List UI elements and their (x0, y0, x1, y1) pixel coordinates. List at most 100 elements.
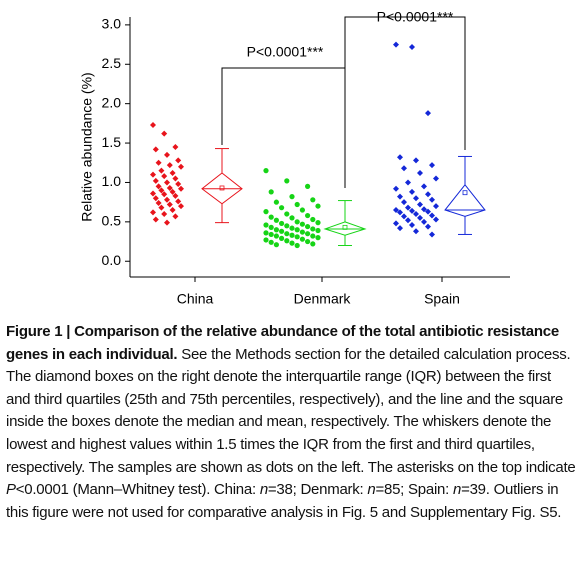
data-point (152, 216, 159, 223)
iqr-diamond (323, 221, 367, 236)
data-point (268, 189, 274, 195)
caption-run: =38; Denmark: (267, 481, 368, 499)
data-point (161, 130, 168, 137)
mean-marker (219, 185, 225, 191)
x-tick-label: Denmark (294, 291, 352, 307)
caption-run: n (452, 481, 462, 499)
data-point (158, 204, 165, 211)
chart: Relative abundance (%) P<0.0001*** P<0.0… (79, 9, 510, 307)
data-point (429, 162, 435, 169)
data-point (161, 210, 168, 217)
x-tick-label: China (177, 291, 214, 307)
data-point (169, 207, 176, 214)
data-point (401, 213, 407, 220)
data-point (284, 223, 290, 229)
data-point (164, 196, 170, 203)
data-point (305, 183, 311, 189)
data-point (409, 43, 415, 50)
data-point (169, 170, 176, 176)
data-point (299, 236, 305, 242)
caption-run: n (367, 481, 376, 499)
mean-marker (342, 224, 348, 230)
data-point (393, 220, 399, 227)
data-point (393, 41, 399, 48)
data-point (289, 240, 295, 246)
data-point (409, 207, 415, 214)
significance-label: P<0.0001*** (377, 9, 454, 25)
data-point (429, 212, 435, 219)
data-point (310, 233, 316, 239)
data-point (279, 220, 285, 227)
y-tick-label: 1.0 (102, 173, 122, 189)
data-point (425, 208, 431, 215)
data-point (268, 214, 274, 220)
data-point (294, 234, 300, 240)
data-point (417, 214, 423, 221)
data-point (166, 184, 173, 191)
data-point (294, 219, 300, 225)
data-point (315, 220, 321, 226)
data-point (397, 193, 403, 200)
data-point (305, 231, 311, 237)
data-point (299, 229, 305, 235)
caption-run: =39. Outliers in this figure were not us… (6, 481, 562, 521)
y-tick-label: 0.0 (102, 252, 122, 268)
data-point (397, 154, 403, 161)
mean-marker (462, 190, 468, 196)
data-point (284, 231, 290, 237)
data-point (161, 173, 168, 180)
data-point (263, 209, 269, 215)
data-point (279, 205, 285, 211)
data-point (305, 223, 311, 230)
y-tick-label: 0.5 (102, 213, 122, 229)
data-point (164, 151, 170, 158)
data-point (263, 237, 269, 243)
data-point (284, 178, 290, 184)
data-point (152, 146, 159, 153)
data-point (413, 195, 419, 202)
iqr-diamond (201, 172, 243, 205)
data-point (178, 163, 184, 170)
data-point (294, 201, 300, 208)
bracket (344, 16, 466, 150)
data-point (429, 196, 435, 203)
data-point (405, 204, 411, 211)
data-point (299, 207, 305, 213)
data-point (161, 191, 168, 198)
iqr-diamond (444, 184, 486, 217)
data-point (405, 179, 411, 186)
data-point (429, 231, 435, 238)
caption-run: P (6, 481, 16, 499)
data-point (155, 183, 162, 190)
data-point (150, 209, 156, 216)
y-tick-label: 3.0 (102, 16, 122, 32)
y-tick-label: 2.5 (102, 55, 122, 71)
caption-run: n (259, 481, 268, 499)
data-point (164, 219, 170, 226)
data-point (284, 211, 290, 217)
data-point (413, 228, 419, 235)
data-point (315, 227, 321, 234)
data-point (397, 225, 403, 232)
data-point (172, 175, 179, 182)
data-point (172, 192, 179, 199)
data-point (273, 217, 279, 223)
data-point (310, 226, 316, 232)
data-point (166, 201, 173, 208)
data-point (417, 170, 423, 176)
data-point (150, 171, 156, 178)
data-point (268, 239, 274, 245)
data-point (305, 212, 311, 219)
data-point (433, 216, 439, 223)
data-point (172, 213, 179, 220)
data-point (263, 230, 269, 236)
data-point (421, 183, 427, 190)
data-point (284, 238, 290, 244)
data-point (409, 188, 415, 195)
data-point (150, 190, 156, 197)
data-point (273, 199, 279, 205)
figure-caption: Figure 1 | Comparison of the relative ab… (6, 321, 578, 524)
y-tick-label: 2.0 (102, 94, 122, 110)
data-point (175, 181, 182, 188)
data-point (315, 203, 321, 209)
